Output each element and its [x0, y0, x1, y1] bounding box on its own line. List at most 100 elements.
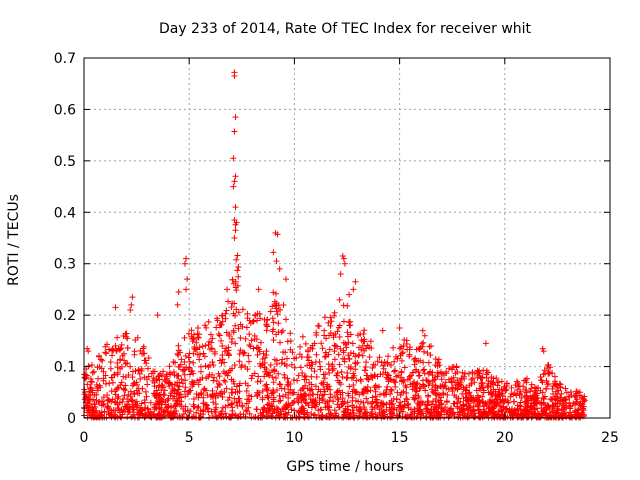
- data-point: [132, 337, 139, 344]
- data-point: [120, 386, 127, 393]
- data-point: [356, 408, 363, 415]
- data-point: [408, 372, 415, 379]
- data-point: [116, 408, 123, 415]
- data-point: [239, 306, 246, 313]
- data-point: [530, 406, 537, 413]
- data-point: [261, 359, 268, 366]
- data-point: [181, 334, 188, 341]
- data-point: [102, 349, 109, 356]
- data-point: [438, 383, 445, 390]
- data-point: [256, 348, 263, 355]
- data-point: [136, 390, 143, 397]
- data-point: [475, 368, 482, 375]
- data-point: [318, 406, 325, 413]
- data-point: [223, 307, 230, 314]
- data-point: [216, 332, 223, 339]
- data-point: [382, 369, 389, 376]
- data-point: [418, 411, 425, 418]
- data-point: [551, 408, 558, 415]
- data-point: [318, 380, 325, 387]
- data-point: [428, 401, 435, 408]
- data-points: [81, 69, 588, 421]
- x-tick-label: 10: [285, 430, 303, 446]
- data-point: [291, 364, 298, 371]
- data-point: [237, 411, 244, 418]
- data-point: [361, 405, 368, 412]
- data-point: [357, 410, 364, 417]
- data-point: [246, 342, 253, 349]
- data-point: [151, 379, 158, 386]
- data-point: [103, 380, 110, 387]
- data-point: [216, 357, 223, 364]
- data-point: [425, 359, 432, 366]
- data-point: [203, 387, 210, 394]
- data-point: [205, 341, 212, 348]
- data-point: [114, 359, 121, 366]
- data-point: [347, 349, 354, 356]
- data-point: [309, 361, 316, 368]
- data-point: [387, 376, 394, 383]
- data-point: [550, 390, 557, 397]
- y-tick-label: 0.3: [54, 257, 76, 273]
- data-point: [403, 389, 410, 396]
- data-point: [339, 253, 346, 259]
- data-point: [201, 322, 208, 329]
- data-point: [398, 378, 405, 385]
- y-tick-label: 0.4: [54, 205, 76, 221]
- data-point: [232, 278, 239, 285]
- data-point: [264, 387, 271, 394]
- data-point: [88, 378, 95, 385]
- data-point: [317, 366, 324, 373]
- data-point: [423, 377, 430, 384]
- data-point: [412, 392, 419, 399]
- y-tick-label: 0.1: [54, 360, 76, 376]
- data-point: [253, 317, 260, 324]
- data-point: [179, 380, 186, 387]
- data-point: [279, 356, 286, 363]
- data-point: [117, 357, 124, 364]
- data-point: [114, 414, 121, 421]
- data-point: [285, 379, 292, 386]
- data-point: [272, 301, 279, 308]
- data-point: [234, 252, 241, 259]
- data-point: [254, 378, 261, 385]
- data-point: [245, 352, 252, 359]
- data-point: [140, 343, 147, 350]
- data-point: [212, 406, 219, 413]
- y-tick-label: 0.2: [54, 308, 76, 324]
- data-point: [219, 352, 226, 359]
- data-point: [167, 392, 174, 399]
- data-point: [264, 392, 271, 399]
- data-point: [426, 409, 433, 416]
- data-point: [225, 369, 232, 376]
- data-point: [379, 408, 386, 415]
- data-point: [492, 411, 499, 418]
- data-point: [384, 383, 391, 390]
- data-point: [411, 379, 418, 386]
- data-point: [274, 311, 281, 318]
- data-point: [419, 381, 426, 388]
- data-point: [403, 384, 410, 391]
- data-point: [124, 335, 131, 342]
- data-point: [170, 409, 177, 416]
- data-point: [415, 369, 422, 376]
- data-point: [443, 368, 450, 375]
- data-point: [329, 367, 336, 374]
- data-point: [254, 389, 261, 396]
- data-point: [406, 351, 413, 358]
- data-point: [448, 379, 455, 386]
- data-point: [189, 338, 196, 345]
- data-point: [534, 394, 541, 401]
- data-point: [84, 345, 91, 352]
- data-point: [213, 324, 220, 331]
- data-point: [225, 351, 232, 358]
- data-point: [300, 405, 307, 412]
- data-point: [161, 376, 168, 383]
- data-point: [341, 260, 348, 267]
- data-point: [166, 369, 173, 376]
- data-point: [137, 347, 144, 354]
- data-point: [175, 289, 182, 295]
- data-point: [420, 348, 427, 355]
- data-point: [287, 337, 294, 344]
- data-point: [449, 388, 456, 395]
